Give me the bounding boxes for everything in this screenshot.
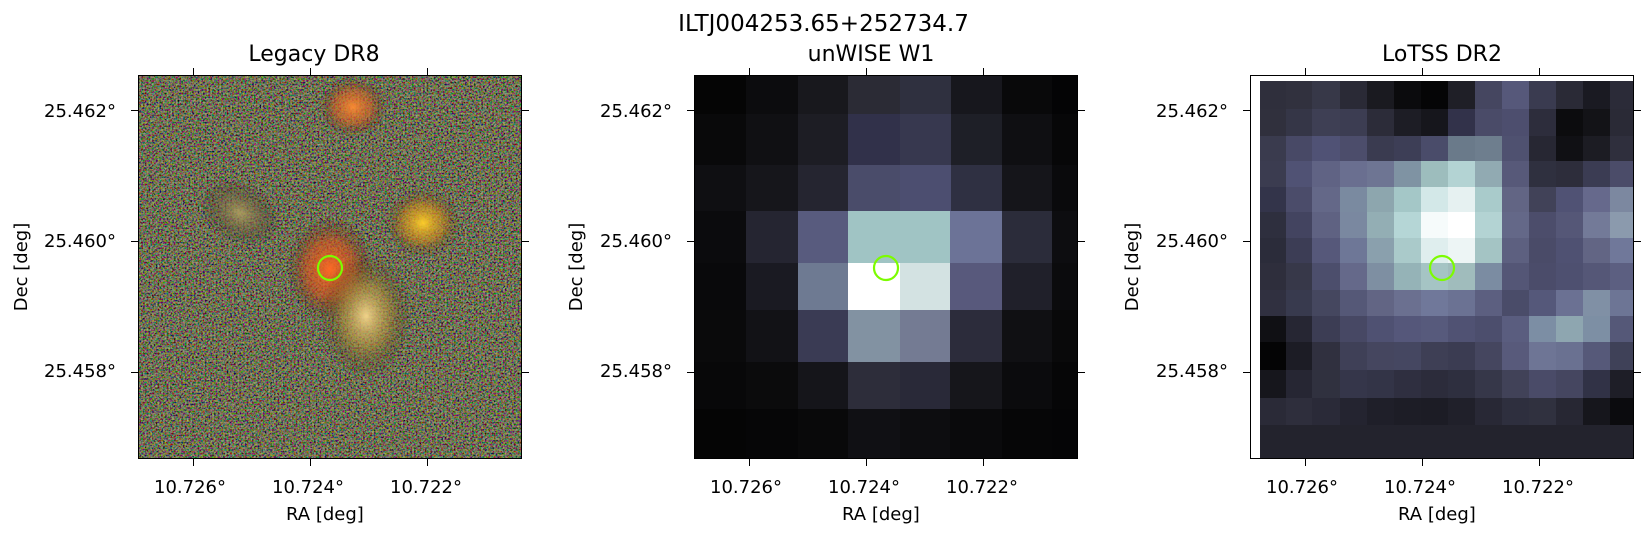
y-tick-1-legacy [131,110,138,111]
right-tick-3-lotss [1634,372,1641,373]
x-tick-label-2-lotss: 10.724° [1384,477,1456,498]
x-tick-1-legacy [193,459,194,466]
y-tick-label-3-unwise: 25.458° [600,361,672,382]
top-tick-3-unwise [983,68,984,75]
top-tick-3-lotss [1539,68,1540,75]
right-tick-2-unwise [1078,241,1085,242]
y-tick-1-unwise [687,110,694,111]
y-tick-label-2-unwise: 25.460° [600,231,672,252]
x-tick-label-1-lotss: 10.726° [1266,477,1338,498]
y-tick-label-2-legacy: 25.460° [44,231,116,252]
top-tick-2-unwise [866,68,867,75]
x-tick-3-unwise [983,459,984,466]
y-tick-label-1-lotss: 25.462° [1156,101,1228,122]
y-axis-label-legacy: Dec [deg] [11,222,32,312]
y-tick-3-unwise [687,372,694,373]
x-tick-3-legacy [427,459,428,466]
right-tick-2-legacy [522,241,529,242]
y-tick-2-legacy [131,241,138,242]
x-tick-label-3-legacy: 10.722° [390,477,462,498]
x-axis-label-unwise: RA [deg] [842,504,920,525]
x-tick-1-unwise [749,459,750,466]
x-tick-label-3-lotss: 10.722° [1502,477,1574,498]
y-tick-label-2-lotss: 25.460° [1156,231,1228,252]
source-marker-circle [316,254,344,282]
y-tick-label-3-legacy: 25.458° [44,361,116,382]
x-tick-2-legacy [310,459,311,466]
y-tick-3-lotss [1243,372,1250,373]
x-axis-label-lotss: RA [deg] [1398,504,1476,525]
x-tick-2-lotss [1422,459,1423,466]
panel-unwise-image [694,75,1078,459]
x-tick-label-1-unwise: 10.726° [710,477,782,498]
top-tick-1-lotss [1305,68,1306,75]
source-marker-circle [1428,254,1456,282]
right-tick-1-unwise [1078,110,1085,111]
y-tick-label-1-legacy: 25.462° [44,101,116,122]
figure-title: ILTJ004253.65+252734.7 [678,11,969,37]
panel-title-legacy: Legacy DR8 [248,42,380,67]
x-tick-label-2-legacy: 10.724° [272,477,344,498]
right-tick-1-lotss [1634,110,1641,111]
y-tick-2-lotss [1243,241,1250,242]
y-tick-3-legacy [131,372,138,373]
panel-legacy-image [138,75,522,459]
source-marker-circle [872,254,900,282]
y-tick-label-3-lotss: 25.458° [1156,361,1228,382]
right-tick-2-lotss [1634,241,1641,242]
x-tick-label-1-legacy: 10.726° [154,477,226,498]
y-axis-label-unwise: Dec [deg] [566,222,587,312]
right-tick-1-legacy [522,110,529,111]
x-tick-2-unwise [866,459,867,466]
x-tick-label-2-unwise: 10.724° [828,477,900,498]
panel-lotss-image [1250,75,1634,459]
top-tick-2-legacy [310,68,311,75]
top-tick-1-legacy [193,68,194,75]
y-tick-1-lotss [1243,110,1250,111]
panel-title-lotss: LoTSS DR2 [1382,42,1502,67]
y-tick-2-unwise [687,241,694,242]
top-tick-1-unwise [749,68,750,75]
top-tick-3-legacy [427,68,428,75]
x-tick-3-lotss [1539,459,1540,466]
y-tick-label-1-unwise: 25.462° [600,101,672,122]
x-tick-1-lotss [1305,459,1306,466]
y-axis-label-lotss: Dec [deg] [1122,222,1143,312]
right-tick-3-legacy [522,372,529,373]
top-tick-2-lotss [1422,68,1423,75]
x-tick-label-3-unwise: 10.722° [946,477,1018,498]
right-tick-3-unwise [1078,372,1085,373]
x-axis-label-legacy: RA [deg] [286,504,364,525]
panel-title-unwise: unWISE W1 [807,42,935,67]
